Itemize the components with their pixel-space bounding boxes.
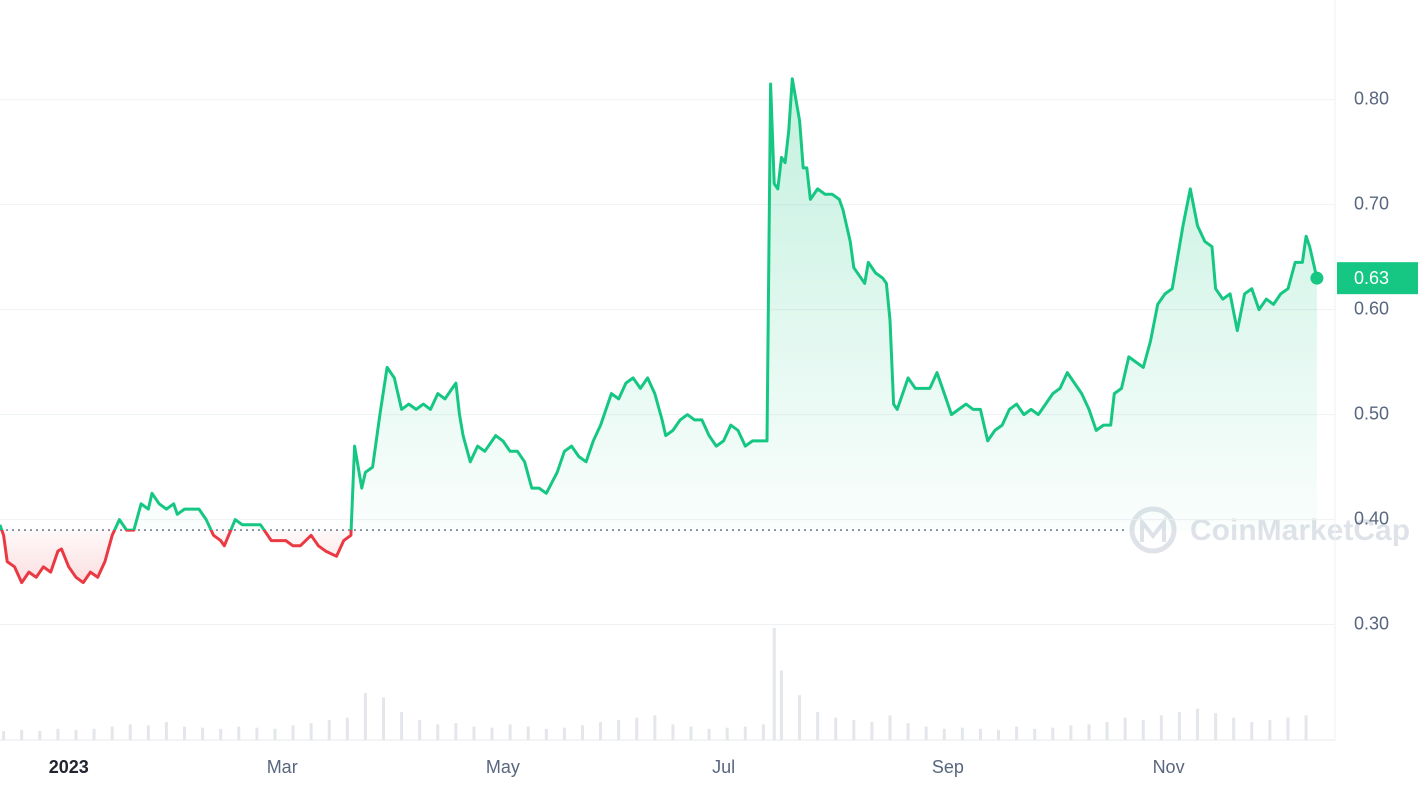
volume-bar	[978, 728, 982, 740]
volume-bar	[834, 717, 838, 740]
volume-bar	[689, 726, 693, 740]
volume-bar	[219, 728, 223, 740]
volume-bar	[852, 719, 856, 740]
volume-bar	[345, 717, 349, 740]
volume-bar	[1123, 717, 1127, 740]
volume-bar	[472, 726, 476, 740]
y-tick-label: 0.60	[1354, 298, 1389, 318]
volume-bar	[906, 723, 910, 740]
volume-bar	[201, 727, 205, 740]
volume-bar	[707, 728, 711, 740]
volume-bar	[798, 695, 802, 740]
volume-bar	[1141, 719, 1145, 740]
volume-bar	[924, 726, 928, 740]
volume-bar	[327, 719, 331, 740]
volume-bar	[1250, 722, 1254, 740]
y-tick-label: 0.50	[1354, 403, 1389, 423]
volume-bar	[309, 723, 313, 740]
volume-bar	[110, 726, 114, 740]
y-tick-label: 0.70	[1354, 193, 1389, 213]
price-area	[0, 78, 1317, 583]
volume-bar	[653, 715, 657, 740]
volume-bar	[544, 728, 548, 740]
volume-bar	[1015, 726, 1019, 740]
volume-bar	[870, 722, 874, 740]
volume-bar	[1196, 708, 1200, 740]
volume-bar	[237, 726, 241, 740]
volume-bar	[20, 729, 24, 740]
volume-bar	[617, 719, 621, 740]
volume-bar	[997, 729, 1001, 740]
y-tick-label: 0.30	[1354, 613, 1389, 633]
volume-bar	[580, 725, 584, 740]
volume-bar	[671, 724, 675, 740]
volume-bar	[400, 712, 404, 740]
volume-bar	[816, 712, 820, 740]
volume-bar	[772, 628, 776, 740]
x-tick-label: May	[486, 757, 520, 777]
volume-bar	[1069, 725, 1073, 740]
volume-bar	[164, 722, 168, 740]
volume-bar	[1051, 727, 1055, 740]
x-tick-label: Nov	[1153, 757, 1185, 777]
volume-bar	[255, 727, 259, 740]
volume-bar	[183, 726, 187, 740]
y-tick-label: 0.40	[1354, 508, 1389, 528]
volume-bar	[1286, 717, 1290, 740]
volume-bar	[38, 731, 42, 740]
volume-bar	[635, 717, 639, 740]
y-tick-label: 0.80	[1354, 88, 1389, 108]
current-label: 0.63	[1354, 268, 1389, 288]
volume-bar	[743, 726, 747, 740]
volume-bar	[942, 728, 946, 740]
volume-bar	[1105, 722, 1109, 740]
x-tick-label: 2023	[49, 757, 89, 777]
volume-bar	[779, 670, 783, 740]
volume-bar	[1214, 713, 1218, 740]
volume-bar	[454, 723, 458, 740]
volume-bar	[56, 728, 60, 740]
volume-bar	[436, 724, 440, 740]
volume-bar	[418, 719, 422, 740]
volume-bar	[2, 731, 6, 740]
x-tick-label: Sep	[932, 757, 964, 777]
volume-bar	[490, 727, 494, 740]
current-dot	[1310, 271, 1324, 285]
volume-bar	[526, 726, 530, 740]
volume-bar	[381, 697, 385, 740]
volume-bar	[291, 725, 295, 740]
volume-bar	[363, 692, 367, 740]
x-tick-label: Jul	[712, 757, 735, 777]
volume-bar	[92, 728, 96, 740]
volume-bar	[1177, 712, 1181, 740]
volume-bar	[1033, 728, 1037, 740]
volume-bar	[508, 724, 512, 740]
volume-bar	[1232, 717, 1236, 740]
volume-bar	[1304, 715, 1308, 740]
volume-bar	[146, 725, 150, 740]
current-label-bg	[1337, 262, 1418, 295]
price-line	[0, 77, 1319, 585]
volume-bar	[960, 727, 964, 740]
volume-bar	[562, 727, 566, 740]
volume-bar	[888, 715, 892, 740]
volume-bar	[725, 727, 729, 740]
volume-bar	[74, 729, 78, 740]
volume-bar	[1159, 715, 1163, 740]
volume-bar	[761, 724, 765, 740]
x-tick-label: Mar	[267, 757, 298, 777]
volume-bar	[599, 722, 603, 740]
volume-bar	[1087, 724, 1091, 740]
volume-bar	[128, 724, 132, 740]
volume-bar	[273, 728, 277, 740]
volume-bar	[1268, 719, 1272, 740]
